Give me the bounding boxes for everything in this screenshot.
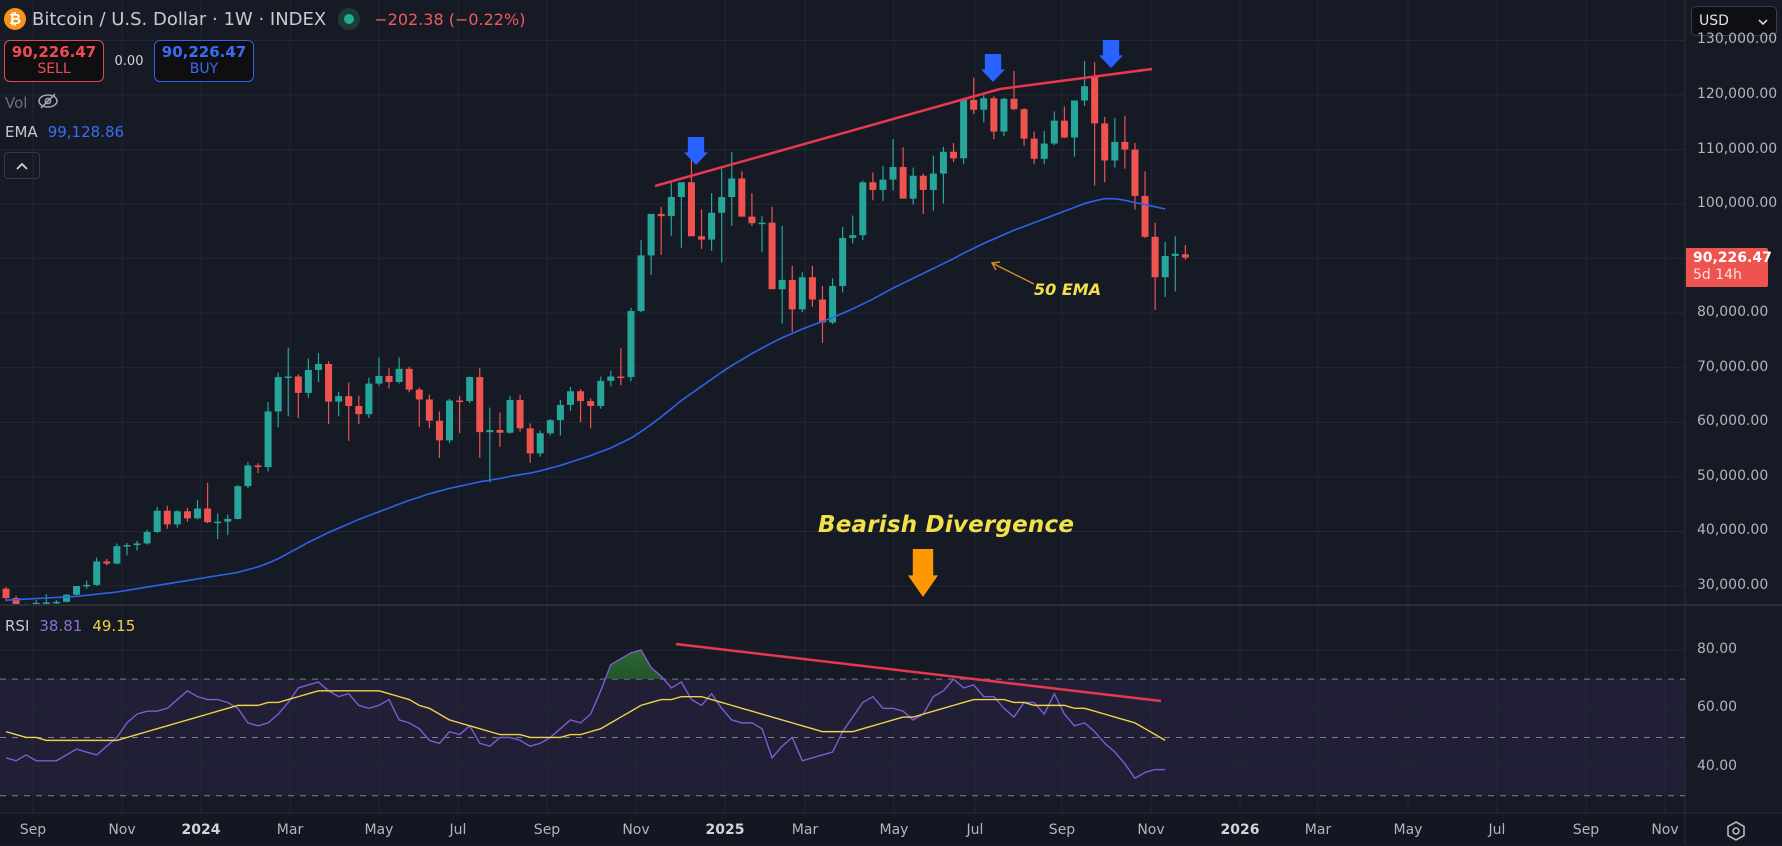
time-axis-label: Mar [1304, 822, 1332, 838]
time-axis-label: 2025 [705, 822, 745, 838]
time-axis-label: Nov [1651, 822, 1679, 838]
rsi-value: 38.81 [39, 617, 83, 635]
vol-label: Vol [5, 94, 28, 112]
price-axis-label: 100,000.00 [1697, 195, 1778, 212]
symbol-legend: ₿ Bitcoin / U.S. Dollar · 1W · INDEX −20… [4, 8, 525, 30]
price-change: −202.38 (−0.22%) [374, 9, 526, 29]
sell-label: SELL [37, 61, 71, 77]
buy-price: 90,226.47 [161, 43, 247, 61]
time-axis-label: 2024 [181, 822, 221, 838]
rsi-axis-label: 80.00 [1697, 641, 1738, 657]
sell-price: 90,226.47 [11, 43, 97, 61]
currency-value: USD [1699, 13, 1729, 29]
chart-settings-button[interactable] [1725, 820, 1747, 846]
time-axis-label: Sep [1048, 822, 1076, 838]
time-axis-label: May [1393, 822, 1423, 838]
symbol-title[interactable]: Bitcoin / U.S. Dollar · 1W · INDEX [32, 8, 327, 30]
volume-legend: Vol [5, 92, 59, 114]
ema-value: 99,128.86 [47, 123, 125, 141]
time-axis-label: Sep [1572, 822, 1600, 838]
price-axis-label: 40,000.00 [1697, 522, 1769, 539]
current-price: 90,226.47 [1693, 250, 1772, 266]
ema-label: EMA [5, 123, 38, 141]
price-axis-label: 130,000.00 [1697, 31, 1778, 48]
market-status-icon [338, 8, 361, 30]
time-axis-label: Mar [276, 822, 304, 838]
price-axis-label: 80,000.00 [1697, 304, 1769, 321]
rsi-label: RSI [5, 617, 30, 635]
chevron-up-icon [16, 158, 28, 174]
price-axis-label: 70,000.00 [1697, 358, 1769, 375]
time-axis-label: May [879, 822, 909, 838]
time-axis-label: Sep [19, 822, 47, 838]
trade-panel: 90,226.47 SELL 0.00 90,226.47 BUY [4, 40, 254, 82]
buy-label: BUY [189, 61, 219, 77]
price-axis-label: 60,000.00 [1697, 413, 1769, 430]
time-axis-label: Nov [622, 822, 650, 838]
bearish-divergence-label[interactable]: Bearish Divergence [818, 512, 1075, 538]
time-axis-label: Jul [449, 822, 467, 838]
current-price-tag: 90,226.47 5d 14h [1686, 248, 1772, 287]
spread-value: 0.00 [114, 53, 144, 69]
time-axis-label: Sep [533, 822, 561, 838]
time-axis-label: Jul [966, 822, 984, 838]
price-axis-label: 30,000.00 [1697, 577, 1769, 593]
chevron-down-icon [1758, 13, 1768, 29]
price-axis-label: 50,000.00 [1697, 467, 1769, 484]
rsi-ma-value: 49.15 [92, 617, 136, 635]
time-axis-label: Mar [791, 822, 819, 838]
rsi-axis-label: 40.00 [1697, 757, 1738, 774]
buy-button[interactable]: 90,226.47 BUY [154, 40, 254, 82]
bitcoin-icon: ₿ [4, 8, 26, 30]
sell-button[interactable]: 90,226.47 SELL [4, 40, 104, 82]
rsi-legend[interactable]: RSI 38.81 49.15 [5, 617, 135, 635]
time-axis-label: Nov [1137, 822, 1165, 838]
collapse-legend-button[interactable] [4, 152, 40, 179]
currency-select[interactable]: USD [1691, 6, 1777, 36]
price-axis-label: 120,000.00 [1697, 86, 1778, 102]
ema-note-label[interactable]: 50 EMA [1034, 280, 1102, 299]
time-axis-label: May [364, 822, 394, 838]
time-axis-label: Jul [1488, 822, 1506, 838]
time-axis-label: Nov [108, 822, 136, 838]
ema-legend[interactable]: EMA 99,128.86 [5, 123, 124, 141]
price-axis-label: 110,000.00 [1697, 140, 1778, 157]
gear-icon [1725, 821, 1747, 846]
eye-off-icon[interactable] [37, 92, 59, 114]
time-axis-label: 2026 [1220, 822, 1260, 838]
rsi-axis-label: 60.00 [1697, 699, 1738, 716]
bar-countdown: 5d 14h [1693, 267, 1742, 283]
